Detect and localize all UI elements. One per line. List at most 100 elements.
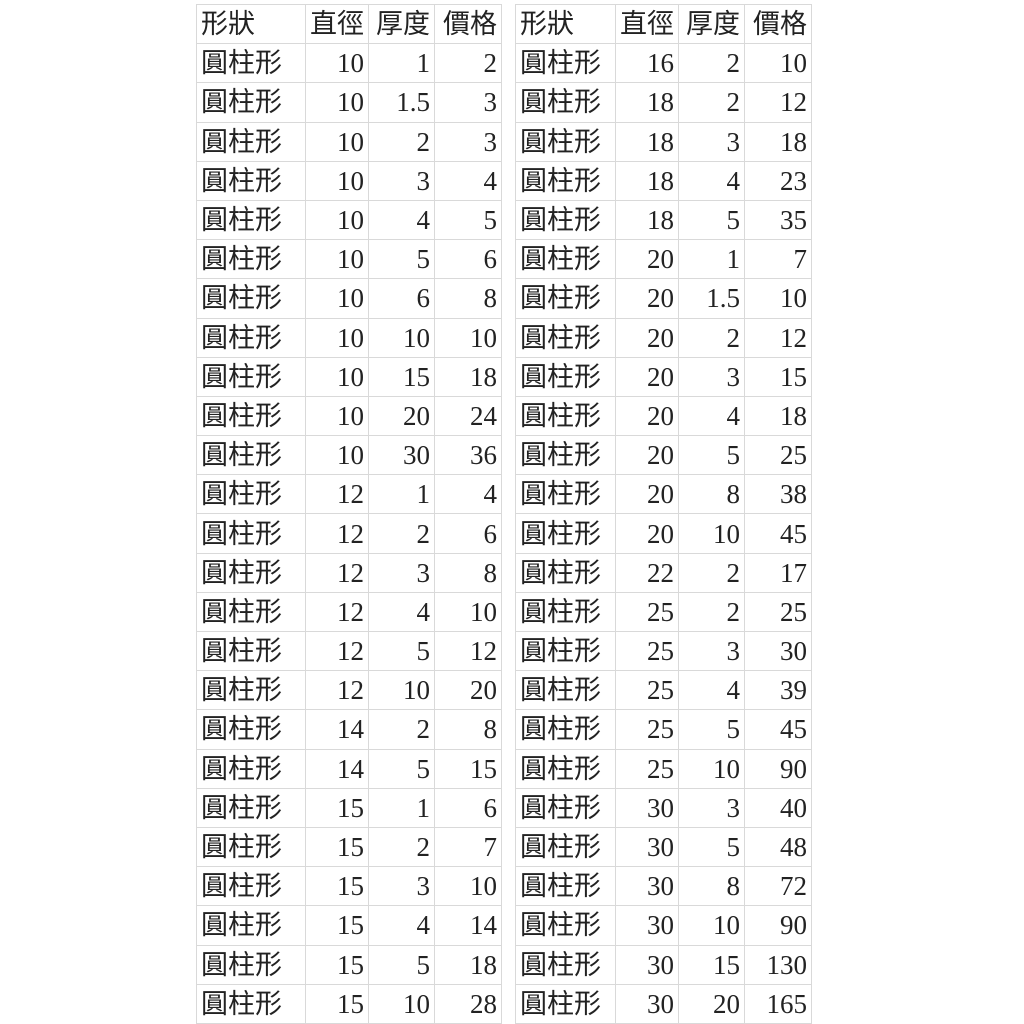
cell-thickness[interactable]: 8 bbox=[678, 474, 745, 515]
cell-thickness[interactable]: 2 bbox=[368, 826, 435, 868]
cell-diameter[interactable]: 20 bbox=[615, 395, 679, 437]
cell-diameter[interactable]: 10 bbox=[305, 356, 369, 397]
cell-price[interactable]: 6 bbox=[434, 787, 502, 828]
cell-thickness[interactable]: 4 bbox=[368, 199, 435, 241]
cell-diameter[interactable]: 18 bbox=[615, 160, 679, 201]
cell-diameter[interactable]: 10 bbox=[305, 278, 369, 319]
cell-price[interactable]: 15 bbox=[744, 356, 812, 397]
cell-shape[interactable]: 圓柱形 bbox=[515, 395, 616, 437]
cell-thickness[interactable]: 30 bbox=[368, 435, 435, 476]
header-shape[interactable]: 形狀 bbox=[515, 3, 616, 45]
header-diameter[interactable]: 直徑 bbox=[615, 3, 679, 45]
cell-price[interactable]: 6 bbox=[434, 239, 502, 280]
cell-thickness[interactable]: 2 bbox=[678, 317, 745, 358]
cell-diameter[interactable]: 30 bbox=[615, 866, 679, 907]
cell-thickness[interactable]: 20 bbox=[678, 983, 745, 1024]
cell-thickness[interactable]: 3 bbox=[678, 630, 745, 672]
cell-thickness[interactable]: 2 bbox=[678, 591, 745, 633]
cell-diameter[interactable]: 15 bbox=[305, 905, 369, 946]
cell-thickness[interactable]: 10 bbox=[678, 748, 745, 789]
cell-shape[interactable]: 圓柱形 bbox=[515, 826, 616, 868]
cell-price[interactable]: 10 bbox=[744, 278, 812, 319]
cell-price[interactable]: 45 bbox=[744, 709, 812, 750]
cell-shape[interactable]: 圓柱形 bbox=[515, 356, 616, 397]
cell-diameter[interactable]: 18 bbox=[615, 121, 679, 162]
cell-thickness[interactable]: 3 bbox=[368, 552, 435, 593]
cell-diameter[interactable]: 30 bbox=[615, 944, 679, 985]
cell-thickness[interactable]: 10 bbox=[678, 905, 745, 946]
cell-shape[interactable]: 圓柱形 bbox=[515, 121, 616, 162]
cell-price[interactable]: 4 bbox=[434, 474, 502, 515]
cell-shape[interactable]: 圓柱形 bbox=[196, 199, 306, 241]
cell-thickness[interactable]: 5 bbox=[368, 239, 435, 280]
cell-diameter[interactable]: 30 bbox=[615, 787, 679, 828]
cell-shape[interactable]: 圓柱形 bbox=[515, 317, 616, 358]
cell-thickness[interactable]: 4 bbox=[678, 670, 745, 711]
cell-diameter[interactable]: 14 bbox=[305, 748, 369, 789]
cell-thickness[interactable]: 1.5 bbox=[678, 278, 745, 319]
cell-price[interactable]: 8 bbox=[434, 552, 502, 593]
cell-price[interactable]: 36 bbox=[434, 435, 502, 476]
header-diameter[interactable]: 直徑 bbox=[305, 3, 369, 45]
cell-shape[interactable]: 圓柱形 bbox=[196, 435, 306, 476]
cell-thickness[interactable]: 10 bbox=[368, 670, 435, 711]
cell-diameter[interactable]: 20 bbox=[615, 356, 679, 397]
cell-thickness[interactable]: 5 bbox=[678, 199, 745, 241]
cell-thickness[interactable]: 4 bbox=[368, 591, 435, 633]
cell-shape[interactable]: 圓柱形 bbox=[515, 43, 616, 84]
cell-price[interactable]: 12 bbox=[434, 630, 502, 672]
cell-shape[interactable]: 圓柱形 bbox=[515, 944, 616, 985]
cell-shape[interactable]: 圓柱形 bbox=[196, 826, 306, 868]
cell-shape[interactable]: 圓柱形 bbox=[196, 474, 306, 515]
cell-price[interactable]: 18 bbox=[434, 356, 502, 397]
cell-price[interactable]: 17 bbox=[744, 552, 812, 593]
cell-diameter[interactable]: 20 bbox=[615, 435, 679, 476]
cell-diameter[interactable]: 15 bbox=[305, 787, 369, 828]
cell-price[interactable]: 3 bbox=[434, 121, 502, 162]
cell-shape[interactable]: 圓柱形 bbox=[196, 866, 306, 907]
cell-diameter[interactable]: 12 bbox=[305, 513, 369, 554]
cell-shape[interactable]: 圓柱形 bbox=[196, 239, 306, 280]
cell-diameter[interactable]: 10 bbox=[305, 43, 369, 84]
cell-diameter[interactable]: 10 bbox=[305, 199, 369, 241]
cell-shape[interactable]: 圓柱形 bbox=[515, 591, 616, 633]
cell-thickness[interactable]: 3 bbox=[678, 121, 745, 162]
cell-thickness[interactable]: 2 bbox=[368, 121, 435, 162]
cell-thickness[interactable]: 20 bbox=[368, 395, 435, 437]
cell-price[interactable]: 24 bbox=[434, 395, 502, 437]
cell-shape[interactable]: 圓柱形 bbox=[196, 983, 306, 1024]
cell-thickness[interactable]: 2 bbox=[678, 552, 745, 593]
cell-price[interactable]: 90 bbox=[744, 905, 812, 946]
cell-price[interactable]: 39 bbox=[744, 670, 812, 711]
cell-shape[interactable]: 圓柱形 bbox=[515, 278, 616, 319]
cell-shape[interactable]: 圓柱形 bbox=[196, 317, 306, 358]
cell-price[interactable]: 12 bbox=[744, 82, 812, 123]
cell-thickness[interactable]: 3 bbox=[678, 356, 745, 397]
cell-price[interactable]: 10 bbox=[434, 866, 502, 907]
cell-shape[interactable]: 圓柱形 bbox=[515, 905, 616, 946]
cell-thickness[interactable]: 6 bbox=[368, 278, 435, 319]
cell-thickness[interactable]: 3 bbox=[368, 160, 435, 201]
cell-shape[interactable]: 圓柱形 bbox=[196, 787, 306, 828]
cell-shape[interactable]: 圓柱形 bbox=[515, 630, 616, 672]
cell-thickness[interactable]: 10 bbox=[678, 513, 745, 554]
cell-diameter[interactable]: 10 bbox=[305, 317, 369, 358]
cell-thickness[interactable]: 2 bbox=[368, 513, 435, 554]
cell-price[interactable]: 48 bbox=[744, 826, 812, 868]
header-shape[interactable]: 形狀 bbox=[196, 3, 306, 45]
cell-shape[interactable]: 圓柱形 bbox=[196, 552, 306, 593]
cell-diameter[interactable]: 15 bbox=[305, 866, 369, 907]
cell-diameter[interactable]: 12 bbox=[305, 591, 369, 633]
cell-diameter[interactable]: 10 bbox=[305, 160, 369, 201]
cell-shape[interactable]: 圓柱形 bbox=[515, 709, 616, 750]
cell-thickness[interactable]: 5 bbox=[678, 709, 745, 750]
cell-thickness[interactable]: 2 bbox=[678, 43, 745, 84]
cell-thickness[interactable]: 4 bbox=[368, 905, 435, 946]
cell-shape[interactable]: 圓柱形 bbox=[515, 983, 616, 1024]
cell-shape[interactable]: 圓柱形 bbox=[515, 239, 616, 280]
cell-price[interactable]: 35 bbox=[744, 199, 812, 241]
cell-thickness[interactable]: 5 bbox=[368, 630, 435, 672]
cell-shape[interactable]: 圓柱形 bbox=[515, 435, 616, 476]
cell-diameter[interactable]: 20 bbox=[615, 513, 679, 554]
cell-shape[interactable]: 圓柱形 bbox=[515, 199, 616, 241]
